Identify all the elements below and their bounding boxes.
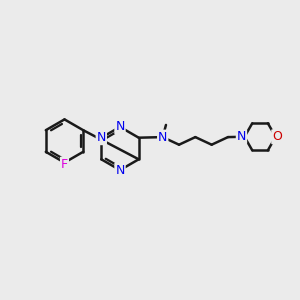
Text: N: N (158, 130, 167, 144)
Text: N: N (115, 120, 125, 134)
Text: N: N (115, 164, 125, 177)
Text: F: F (61, 158, 68, 171)
Text: N: N (237, 130, 246, 143)
Text: N: N (97, 131, 106, 144)
Text: O: O (272, 130, 282, 143)
